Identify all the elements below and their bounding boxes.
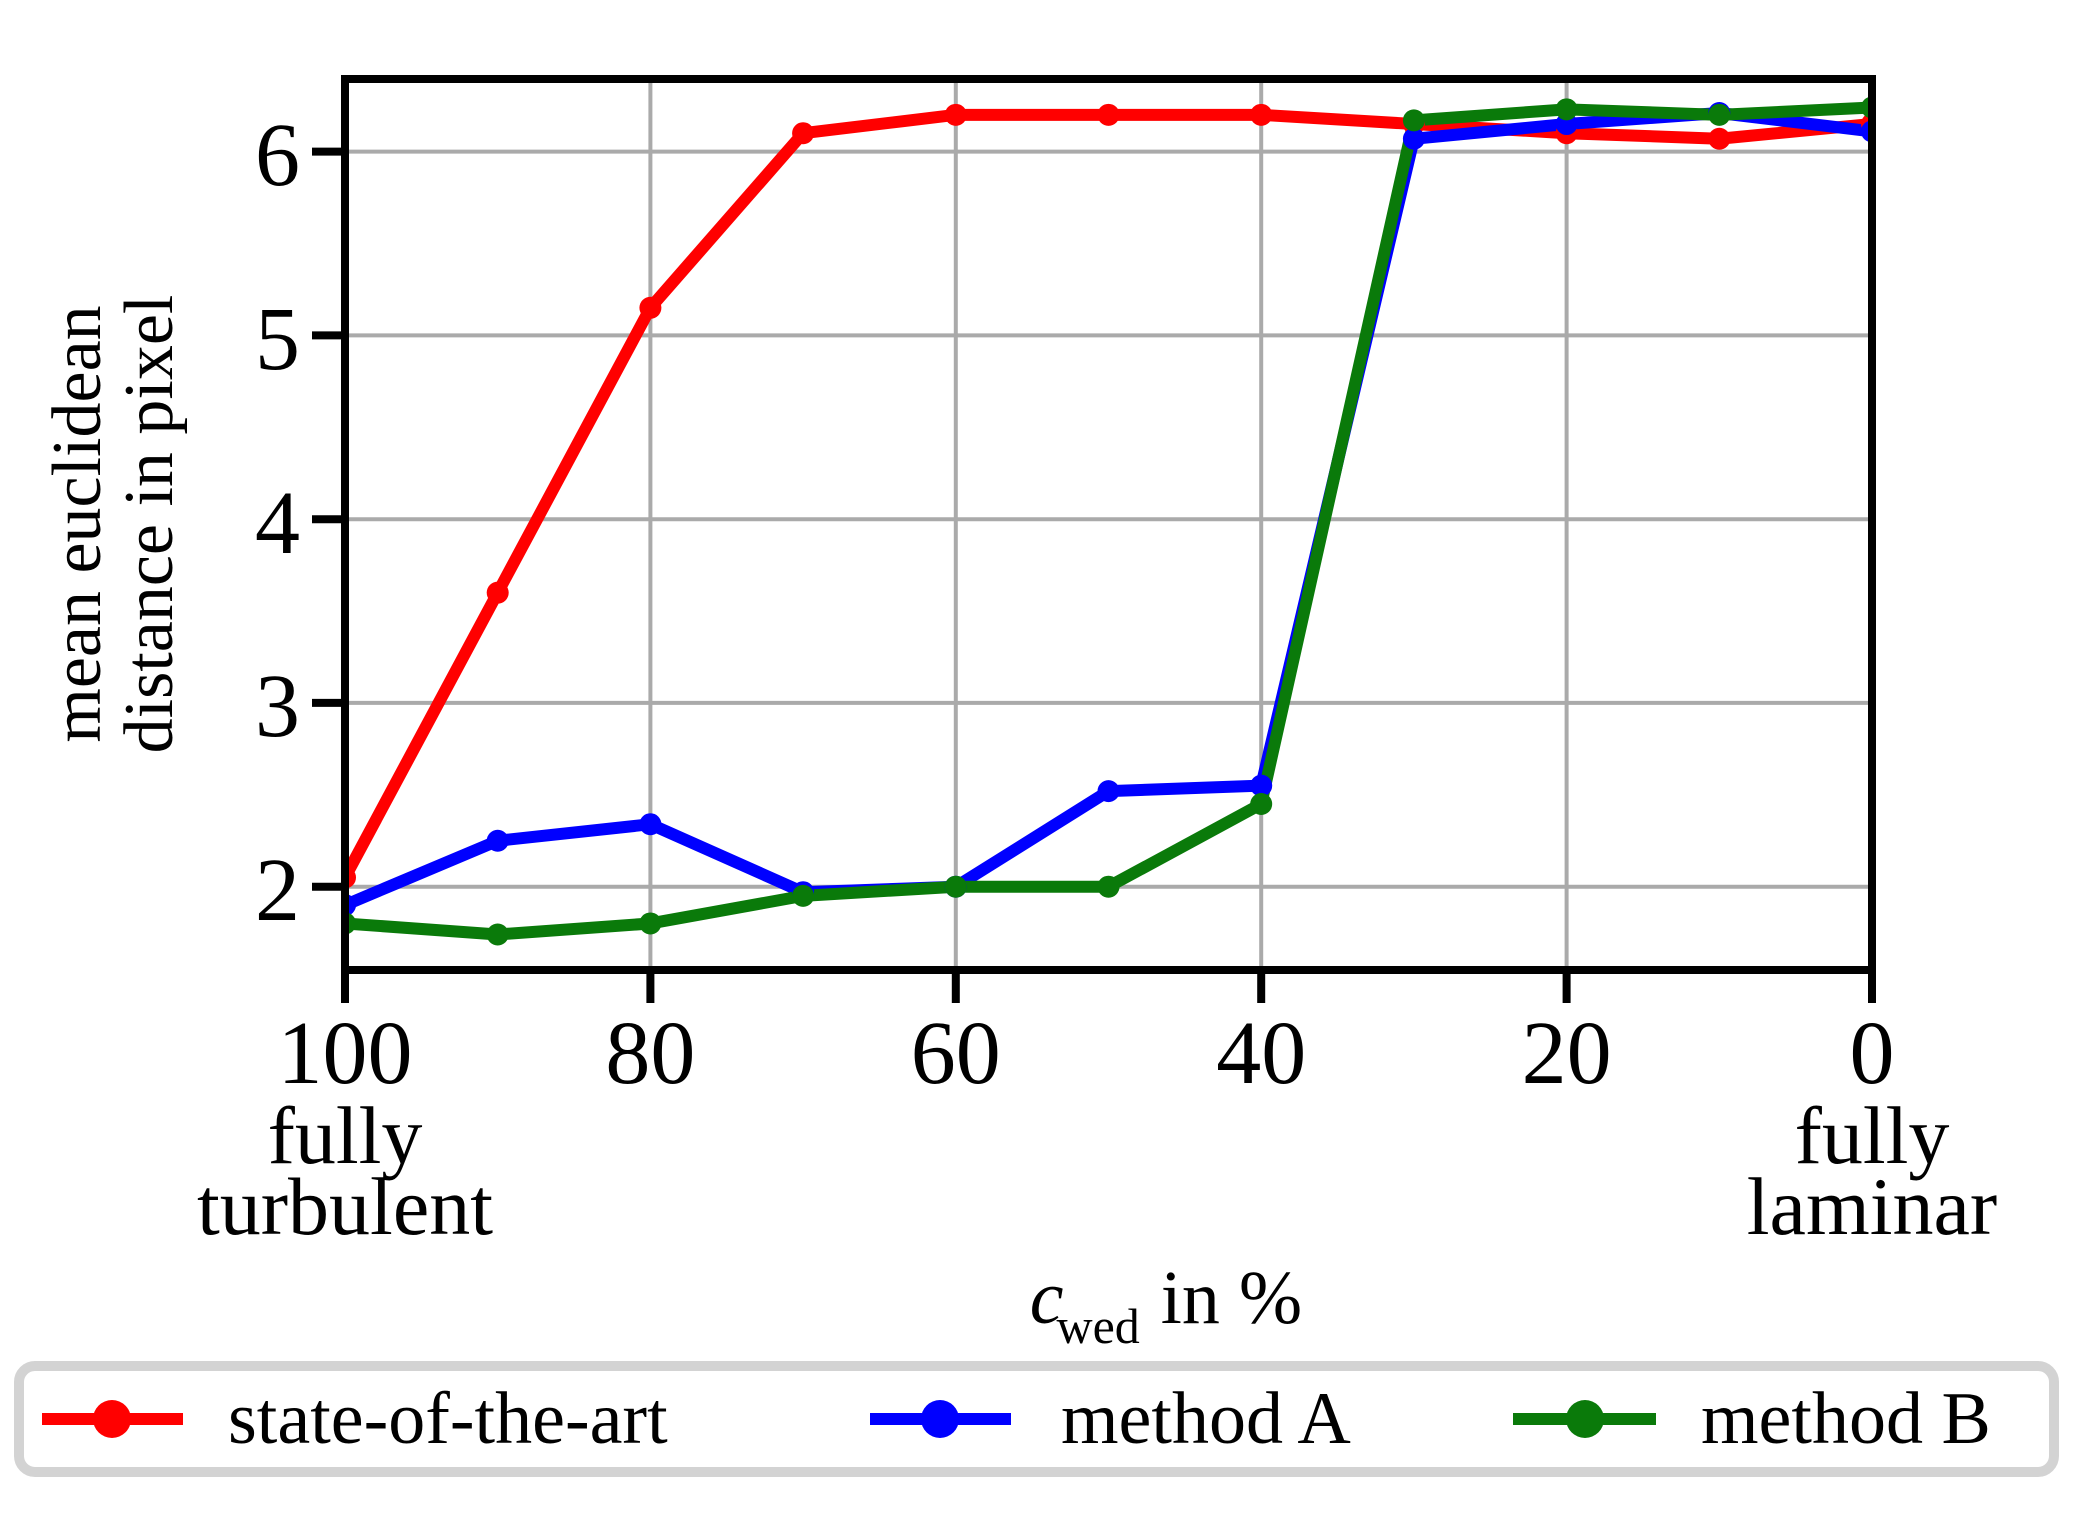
svg-text:60: 60 <box>911 1004 1001 1103</box>
svg-text:6: 6 <box>255 106 300 205</box>
svg-text:20: 20 <box>1522 1004 1612 1103</box>
svg-text:5: 5 <box>255 290 300 389</box>
svg-text:method A: method A <box>1061 1378 1351 1460</box>
svg-text:40: 40 <box>1216 1004 1306 1103</box>
svg-text:cwed in %: cwed in % <box>1030 1256 1302 1354</box>
svg-text:80: 80 <box>605 1004 695 1103</box>
svg-text:0: 0 <box>1850 1004 1895 1103</box>
svg-text:laminar: laminar <box>1747 1161 1997 1252</box>
svg-text:turbulent: turbulent <box>197 1161 493 1252</box>
svg-text:100: 100 <box>278 1004 413 1103</box>
svg-text:mean euclidean: mean euclidean <box>39 305 116 742</box>
svg-text:method B: method B <box>1701 1378 1991 1460</box>
svg-text:distance in pixel: distance in pixel <box>111 295 188 754</box>
svg-text:4: 4 <box>255 474 300 573</box>
svg-text:2: 2 <box>255 841 300 940</box>
svg-text:state-of-the-art: state-of-the-art <box>228 1378 668 1460</box>
svg-text:3: 3 <box>255 657 300 756</box>
